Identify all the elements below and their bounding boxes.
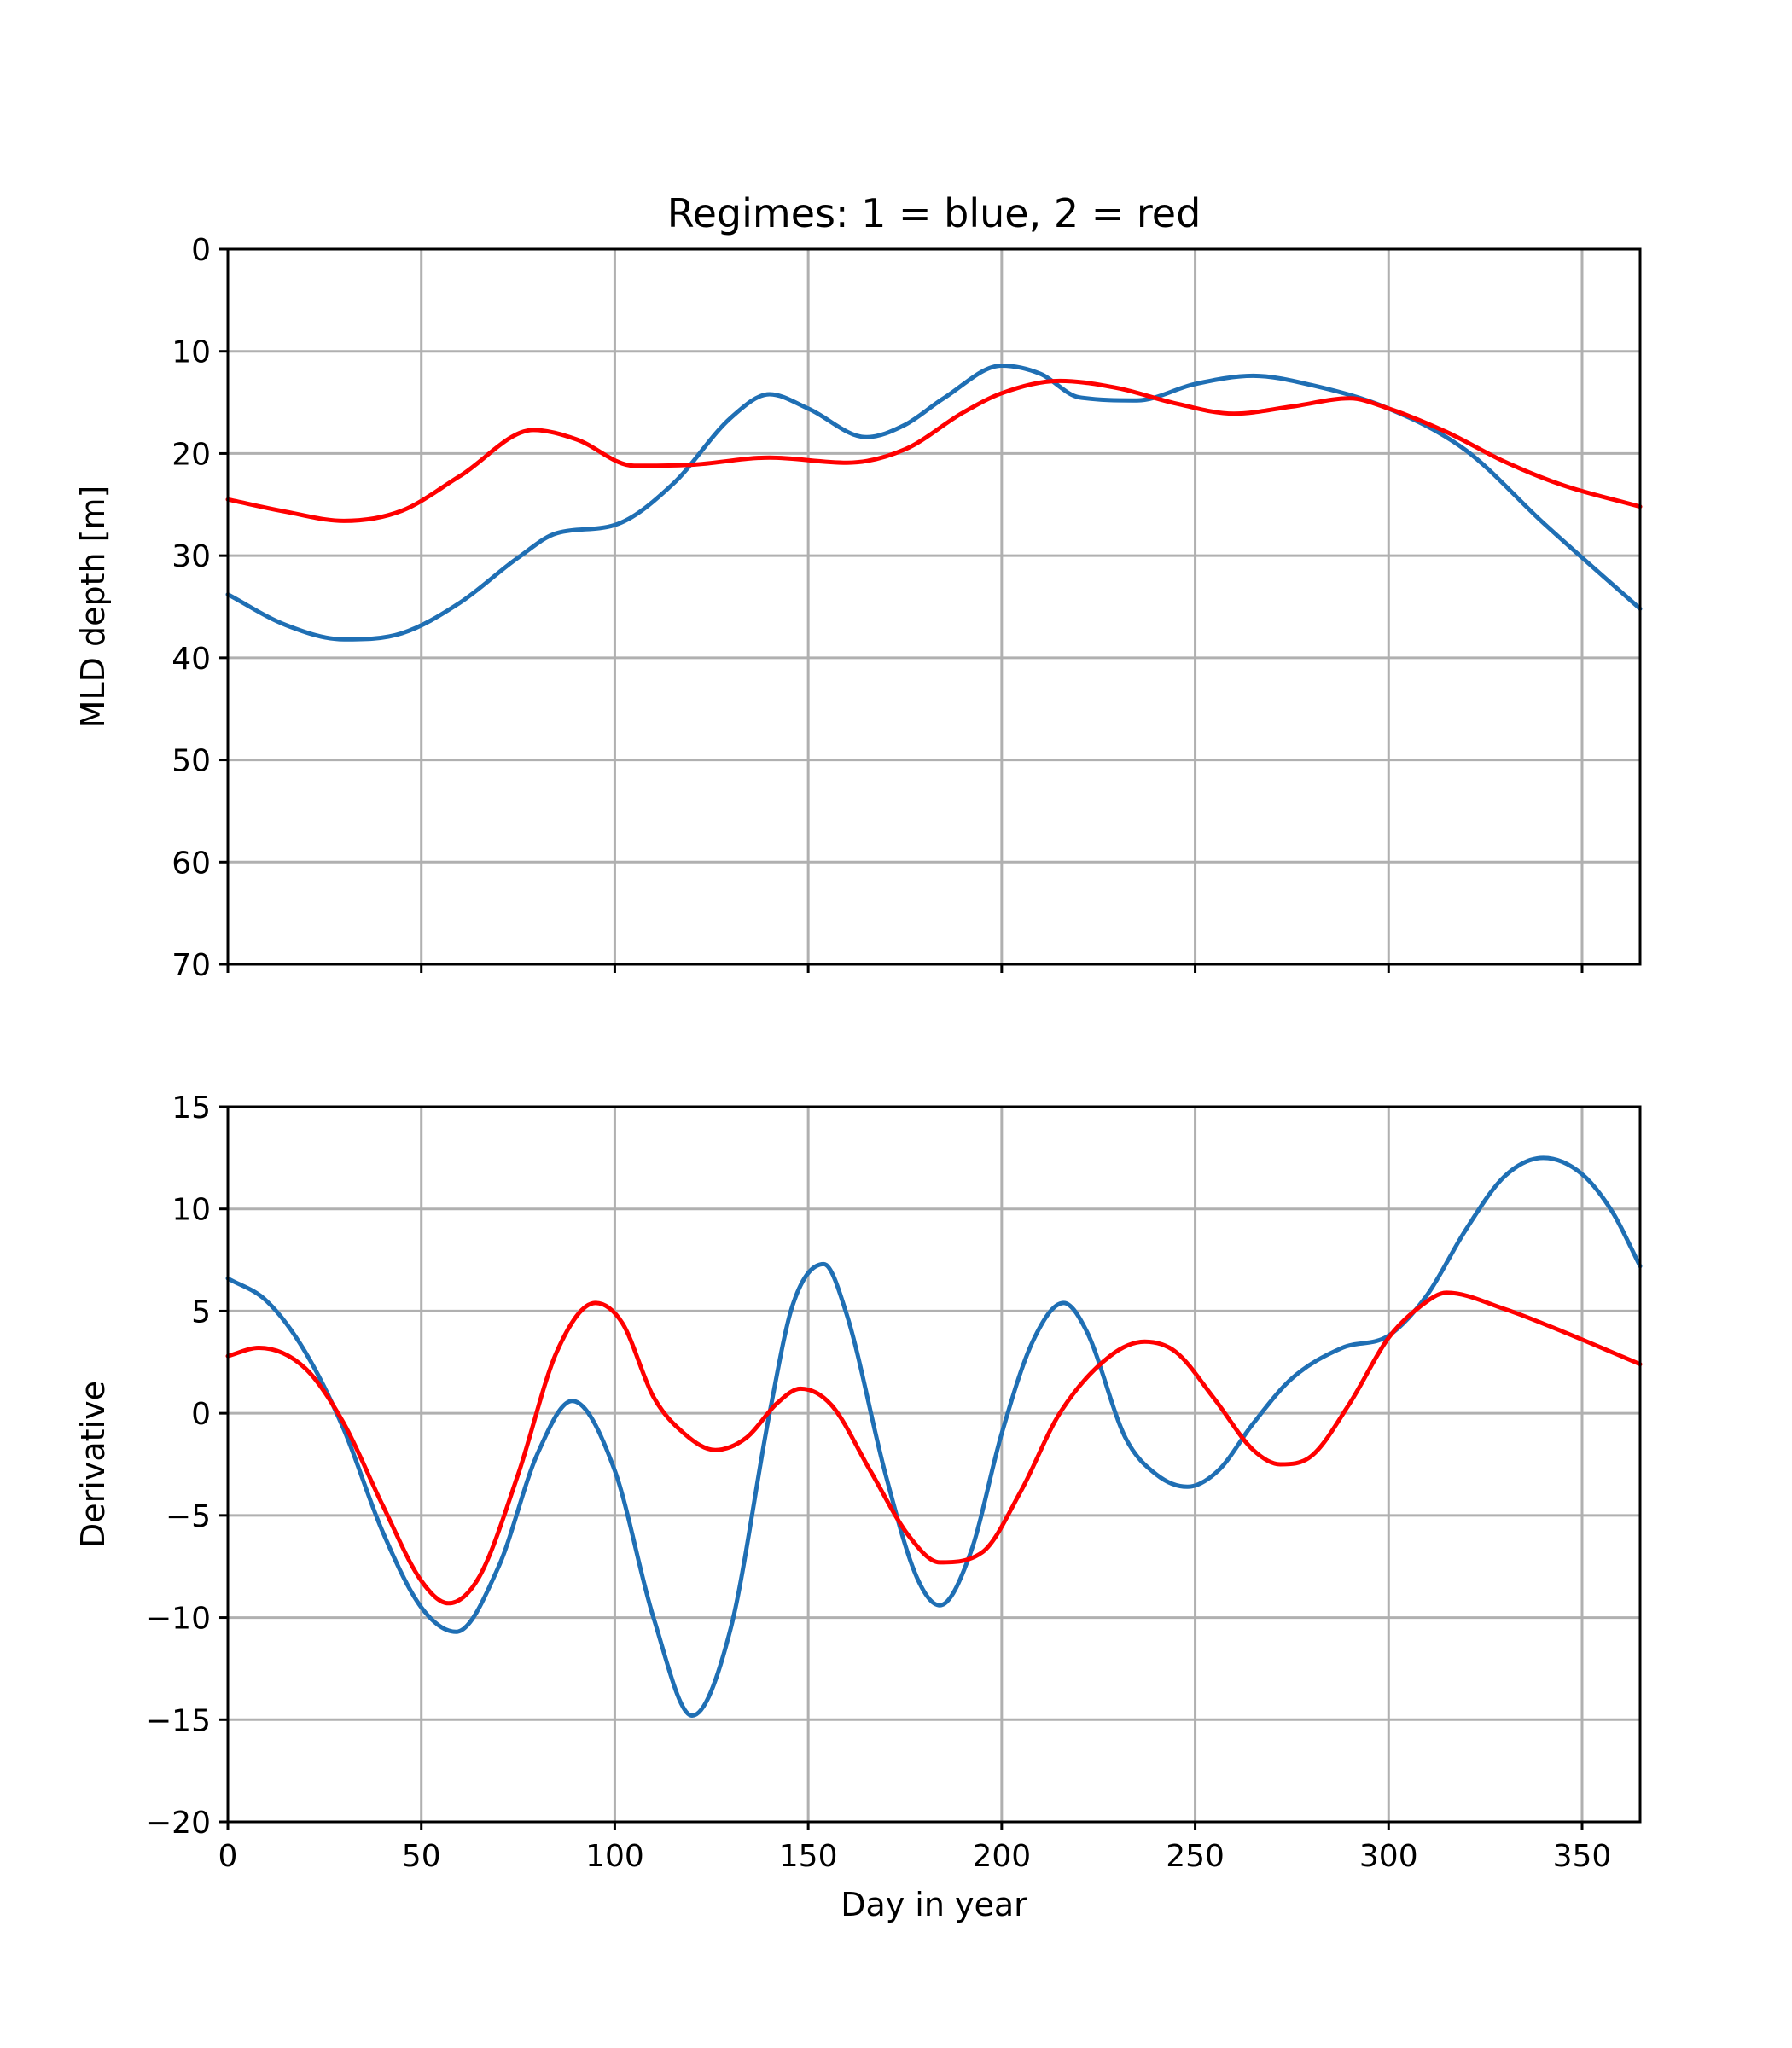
mld-depth-tick-labels: 0 10 20 30 40 50 60 70: [172, 233, 211, 983]
derivative-series: [225, 1155, 1643, 1718]
derivative-x-tick-label: 200: [972, 1839, 1031, 1874]
mld-depth-y-tick-label: 60: [172, 846, 211, 881]
mld-depth-y-axis-label: MLD depth [m]: [74, 486, 112, 729]
derivative-x-tick-label: 350: [1553, 1839, 1612, 1874]
mld-depth-tick-marks: [219, 247, 1584, 973]
mld-depth-axes-frame: [226, 247, 1642, 966]
mld-depth-y-tick-label: 50: [172, 744, 211, 779]
mld-depth-grid: [226, 247, 1640, 966]
derivative-axes-frame: [226, 1105, 1642, 1824]
derivative-tick-marks: [219, 1105, 1584, 1830]
derivative-y-tick-label: −15: [146, 1703, 211, 1738]
derivative-x-tick-label: 150: [779, 1839, 838, 1874]
derivative-x-tick-label: 100: [585, 1839, 644, 1874]
derivative-y-tick-label: 10: [172, 1193, 211, 1228]
derivative-x-tick-label: 0: [218, 1839, 238, 1874]
mld-depth-series-2-line: [225, 378, 1643, 523]
derivative-y-tick-label: 5: [191, 1295, 211, 1329]
derivative-y-tick-label: −10: [146, 1602, 211, 1637]
x-axis-label: Day in year: [841, 1886, 1027, 1923]
chart-title: Regimes: 1 = blue, 2 = red: [667, 190, 1201, 236]
mld-depth-y-tick-label: 0: [191, 233, 211, 268]
derivative-y-tick-label: 15: [172, 1091, 211, 1126]
derivative-x-tick-label: 50: [402, 1839, 441, 1874]
derivative-x-tick-label: 300: [1359, 1839, 1418, 1874]
derivative-y-tick-label: 0: [191, 1397, 211, 1432]
derivative-y-tick-label: −5: [166, 1499, 211, 1534]
derivative-series-2-line: [225, 1290, 1643, 1606]
mld-depth-series: [225, 364, 1643, 642]
mld-depth-y-tick-label: 20: [172, 437, 211, 472]
mld-depth-y-tick-label: 30: [172, 539, 211, 574]
mld-depth-y-tick-label: 40: [172, 642, 211, 677]
derivative-y-tick-label: −20: [146, 1806, 211, 1841]
mld-depth-y-tick-label: 70: [172, 948, 211, 983]
mld-depth-panel: 0 10 20 30 40 50 60 70 Regimes: 1 = blue, 2 = r…: [74, 190, 1643, 983]
derivative-y-axis-label: Derivative: [74, 1381, 112, 1548]
derivative-x-tick-label: 250: [1166, 1839, 1225, 1874]
mld-depth-y-tick-label: 10: [172, 335, 211, 370]
derivative-series-1-line: [225, 1155, 1643, 1718]
